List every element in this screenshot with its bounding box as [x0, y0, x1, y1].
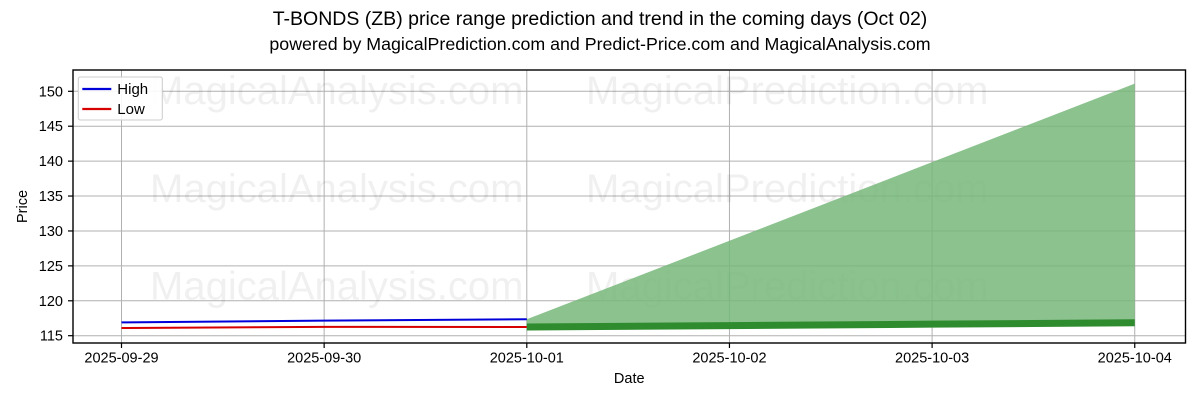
svg-text:2025-09-30: 2025-09-30: [287, 351, 361, 367]
svg-text:MagicalAnalysis.com: MagicalAnalysis.com: [150, 69, 523, 113]
svg-text:MagicalAnalysis.com: MagicalAnalysis.com: [150, 167, 523, 211]
svg-text:125: 125: [39, 259, 63, 275]
svg-text:2025-10-03: 2025-10-03: [895, 351, 969, 367]
svg-text:120: 120: [39, 294, 63, 310]
svg-text:MagicalAnalysis.com: MagicalAnalysis.com: [150, 264, 523, 308]
svg-text:135: 135: [39, 189, 63, 205]
svg-text:Date: Date: [614, 371, 645, 387]
svg-text:140: 140: [39, 154, 63, 170]
svg-text:145: 145: [39, 119, 63, 135]
svg-text:2025-10-01: 2025-10-01: [490, 351, 564, 367]
svg-text:150: 150: [39, 84, 63, 100]
svg-text:130: 130: [39, 224, 63, 240]
svg-text:High: High: [117, 81, 148, 98]
svg-text:Price: Price: [15, 190, 31, 223]
svg-text:2025-10-02: 2025-10-02: [692, 351, 766, 367]
svg-text:Low: Low: [117, 101, 145, 118]
svg-text:2025-10-04: 2025-10-04: [1098, 351, 1172, 367]
svg-text:MagicalPrediction.com: MagicalPrediction.com: [586, 69, 988, 113]
svg-text:115: 115: [40, 329, 63, 345]
svg-text:2025-09-29: 2025-09-29: [84, 351, 158, 367]
